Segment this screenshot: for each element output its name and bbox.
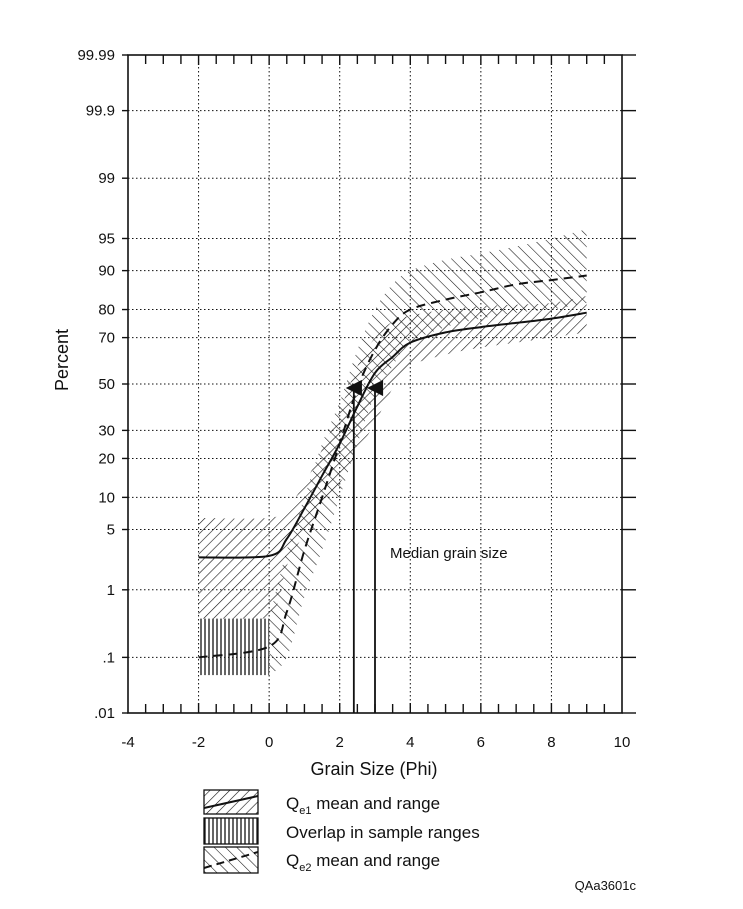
y-tick-label: 99.99 <box>77 47 115 64</box>
y-tick-label: 99 <box>98 170 115 187</box>
y-tick-label: 10 <box>98 489 115 506</box>
mean-line-qe2 <box>198 274 587 659</box>
x-tick-label: 2 <box>336 734 344 751</box>
y-tick-label: 1 <box>107 582 115 599</box>
x-axis-title: Grain Size (Phi) <box>310 759 437 779</box>
y-tick-label: 80 <box>98 302 115 319</box>
legend-item-overlap: Overlap in sample ranges <box>203 817 480 845</box>
legend-label-qe2: Qe2 mean and range <box>286 851 440 874</box>
y-tick-label: 90 <box>98 263 115 280</box>
y-tick-label: 70 <box>98 330 115 347</box>
y-axis-title: Percent <box>52 329 72 391</box>
y-tick-label: 50 <box>98 376 115 393</box>
legend-item-qe2: Qe2 mean and range <box>203 846 440 874</box>
mean-line-qe1 <box>198 311 587 559</box>
legend-line-qe1 <box>203 795 259 809</box>
x-tick-label: 6 <box>477 734 485 751</box>
legend-item-qe1: Qe1 mean and range <box>203 789 440 817</box>
x-tick-label: -2 <box>192 734 205 751</box>
x-tick-label: 8 <box>547 734 555 751</box>
overlap-region <box>198 618 270 676</box>
x-tick-label: 4 <box>406 734 414 751</box>
median-annotation: Median grain size <box>390 545 508 562</box>
x-tick-label: -4 <box>121 734 134 751</box>
x-tick-label: 10 <box>614 734 631 751</box>
y-tick-label: 20 <box>98 450 115 467</box>
series-lines <box>198 274 587 659</box>
grid-lines <box>128 55 622 713</box>
tick-labels: -4 -2 0 2 4 6 8 10 .01 .1 1 5 10 20 30 50 70 80 90 95 99 99.9… <box>77 47 630 751</box>
y-tick-label: 5 <box>107 522 115 539</box>
median-markers <box>345 379 384 713</box>
x-tick-label: 0 <box>265 734 273 751</box>
y-tick-label: .01 <box>94 705 115 722</box>
y-tick-label: .1 <box>102 649 115 666</box>
legend-line-qe2 <box>203 851 259 869</box>
range-fills <box>198 229 587 676</box>
range-band-qe2 <box>269 229 587 676</box>
y-tick-label: 99.9 <box>86 103 115 120</box>
legend: Qe1 mean and range Overlap in sample ran… <box>203 789 480 874</box>
figure-code: QAa3601c <box>575 878 637 893</box>
legend-label-qe1: Qe1 mean and range <box>286 794 440 817</box>
legend-label-overlap: Overlap in sample ranges <box>286 823 480 842</box>
y-tick-label: 95 <box>98 230 115 247</box>
y-tick-label: 30 <box>98 422 115 439</box>
legend-swatch-overlap <box>203 817 259 845</box>
